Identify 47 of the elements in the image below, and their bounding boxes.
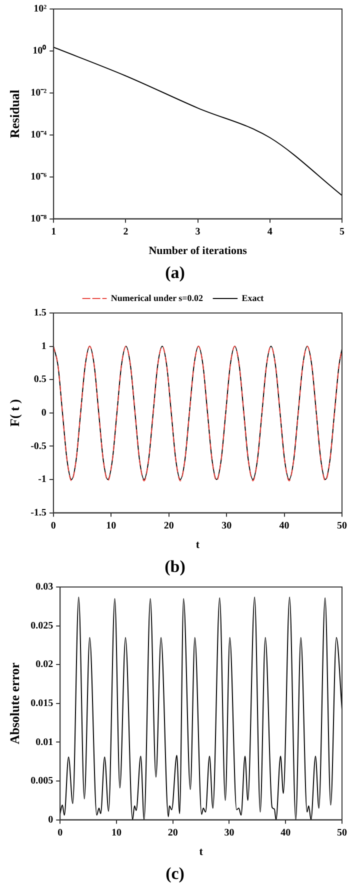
legend-label: Exact bbox=[242, 292, 264, 303]
y-tick-label: 0.5 bbox=[34, 374, 46, 386]
text: (b) bbox=[164, 556, 186, 578]
y-tick-label: 0.005 bbox=[30, 776, 54, 787]
x-axis-title: t bbox=[196, 539, 200, 552]
x-tick-label: 4 bbox=[267, 226, 272, 238]
x-tick-label: 2 bbox=[123, 226, 128, 238]
y-tick-label: 10⁰ bbox=[32, 44, 47, 57]
y-tick-label: -1 bbox=[38, 474, 46, 486]
y-tick-label: 1 bbox=[41, 340, 46, 352]
x-tick-label: 50 bbox=[337, 520, 347, 532]
y-tick-label: 0.01 bbox=[36, 736, 54, 748]
y-tick-label: 0.015 bbox=[30, 698, 54, 709]
y-tick-label: 10⁻⁴ bbox=[30, 129, 47, 140]
y-tick-label: -1.5 bbox=[30, 507, 46, 518]
x-tick-label: 40 bbox=[279, 520, 290, 532]
y-axis-title: F( t ) bbox=[7, 399, 22, 427]
y-tick-label: 0.03 bbox=[36, 582, 54, 593]
x-axis-title: Number of iterations bbox=[148, 245, 248, 258]
x-tick-label: 30 bbox=[224, 827, 234, 838]
x-tick-label: 40 bbox=[280, 827, 291, 838]
y-tick-label: 10⁻² bbox=[30, 88, 47, 98]
x-tick-label: 30 bbox=[222, 520, 232, 532]
y-tick-label: -0.5 bbox=[30, 440, 46, 452]
y-tick-label: 10² bbox=[34, 4, 47, 15]
x-tick-label: 20 bbox=[164, 520, 174, 532]
x-tick-label: 10 bbox=[111, 827, 122, 838]
x-tick-label: 3 bbox=[195, 226, 200, 238]
text: (a) bbox=[164, 262, 186, 284]
x-tick-label: 50 bbox=[337, 827, 347, 838]
x-tick-label: 0 bbox=[58, 827, 63, 838]
y-axis-title: Residual bbox=[7, 89, 22, 138]
x-axis-title: t bbox=[199, 846, 204, 858]
y-tick-label: 10⁻⁶ bbox=[30, 171, 47, 182]
y-tick-label: 10⁻⁸ bbox=[30, 213, 47, 224]
y-tick-label: 0.02 bbox=[36, 659, 54, 670]
y-axis-title: Absolute error bbox=[7, 662, 22, 744]
legend-label: Numerical under s=0.02 bbox=[110, 292, 204, 303]
y-tick-label: 1.5 bbox=[34, 308, 46, 319]
y-tick-label: 0 bbox=[41, 407, 46, 418]
x-tick-label: 20 bbox=[168, 827, 178, 838]
text: (c) bbox=[164, 863, 186, 885]
line-series bbox=[54, 46, 342, 196]
y-tick-label: 0 bbox=[48, 814, 54, 826]
y-tick-label: 0.025 bbox=[30, 620, 54, 632]
x-tick-label: 10 bbox=[106, 520, 116, 532]
x-tick-label: 5 bbox=[340, 226, 344, 238]
